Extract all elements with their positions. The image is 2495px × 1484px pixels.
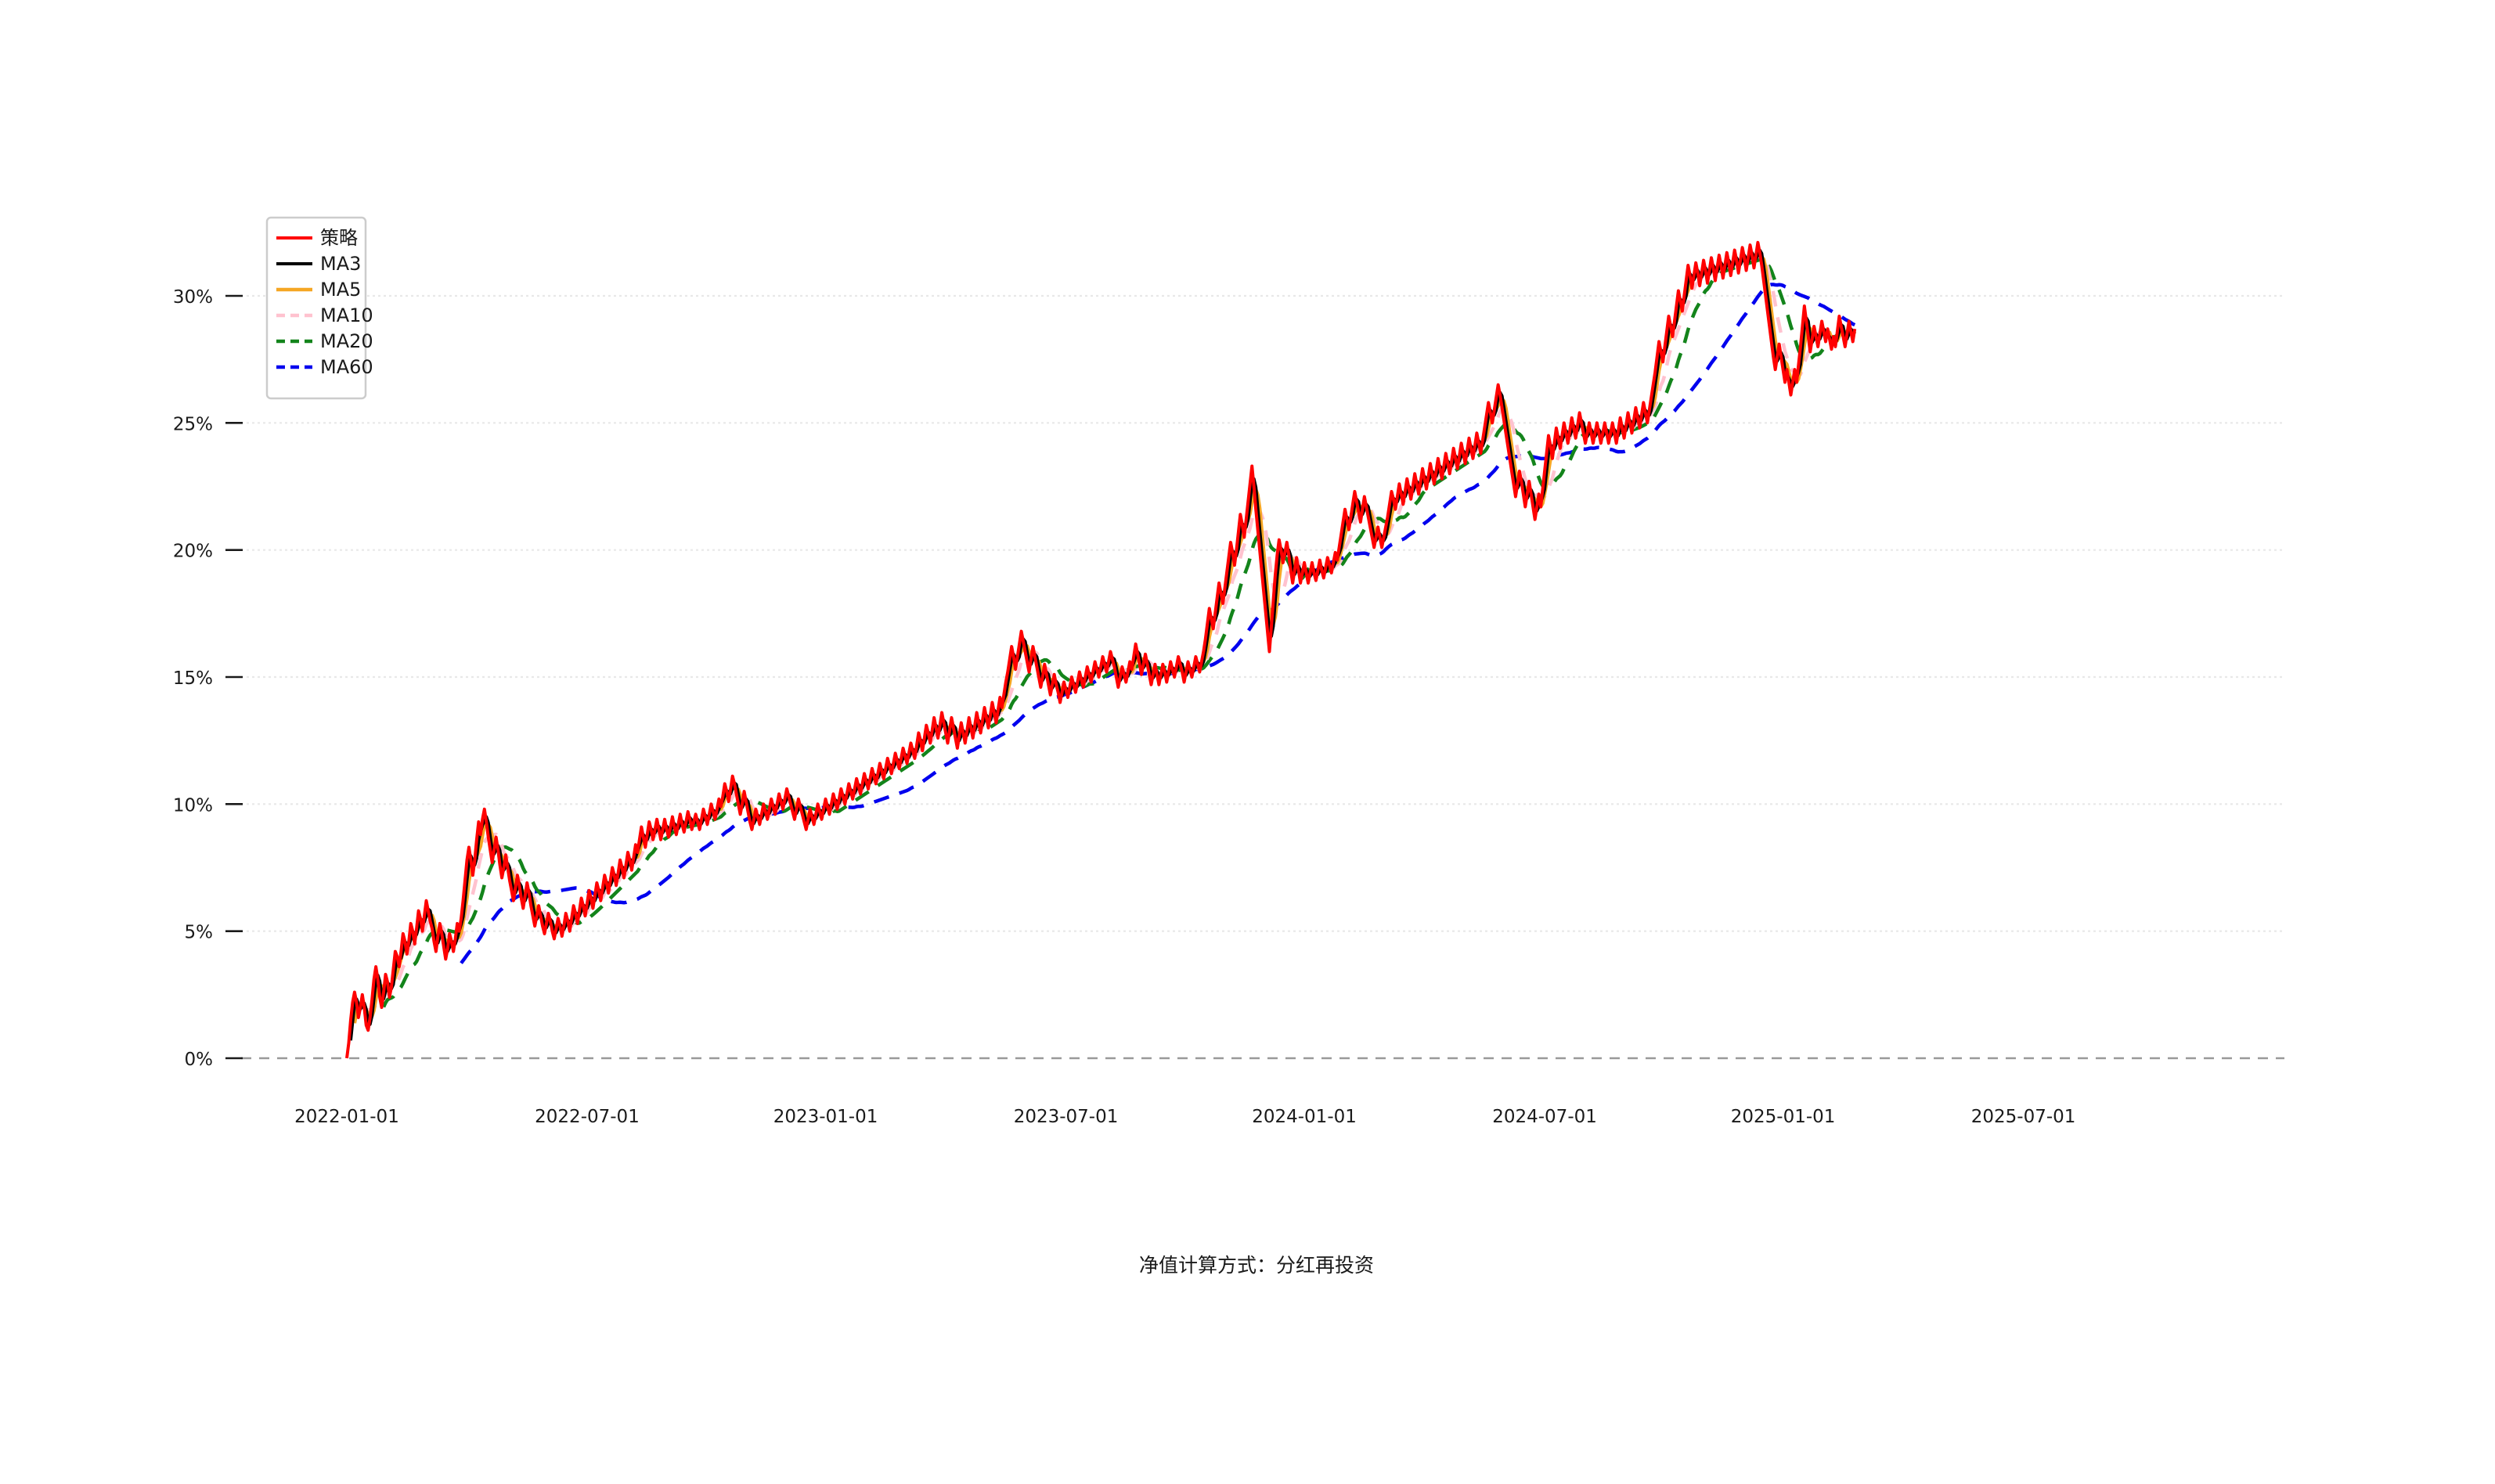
x-axis-tick-label: 2023-01-01 (773, 1107, 878, 1127)
footer-note: 净值计算方式：分红再投资 (1139, 1254, 1374, 1277)
y-axis-tick-label: 5% (185, 923, 214, 943)
series-line-MA60 (460, 283, 1856, 964)
x-axis-tick-label: 2024-01-01 (1252, 1107, 1357, 1127)
y-axis-tick-label: 0% (185, 1050, 214, 1070)
legend-label-MA5[interactable]: MA5 (320, 279, 361, 301)
x-axis-tick-label: 2022-01-01 (294, 1107, 399, 1127)
gridlines-group (241, 294, 2284, 932)
legend-label-策略[interactable]: 策略 (320, 227, 358, 249)
x-axis-group: 2022-01-01 2022-07-01 2023-01-01 2023-07-01… (294, 1107, 2075, 1127)
y-axis-tick-label: 20% (173, 542, 213, 562)
x-axis-tick-label: 2023-07-01 (1014, 1107, 1119, 1127)
series-group (345, 240, 1857, 1059)
y-axis-tick-label: 15% (173, 668, 213, 689)
legend-label-MA20[interactable]: MA20 (320, 330, 373, 352)
x-axis-tick-label: 2025-07-01 (1971, 1107, 2076, 1127)
legend-label-MA60[interactable]: MA60 (320, 356, 373, 378)
y-axis-group: 0% 5% 10% 15% 20% 25% 30% (173, 287, 243, 1070)
y-axis-tick-label: 25% (173, 414, 213, 434)
series-line-策略 (345, 240, 1857, 1059)
legend-label-MA3[interactable]: MA3 (320, 253, 361, 275)
x-axis-tick-label: 2024-07-01 (1492, 1107, 1597, 1127)
legend-group[interactable]: 策略 MA3 MA5 MA10 MA20 MA60 (265, 216, 373, 400)
legend-label-MA10[interactable]: MA10 (320, 304, 373, 326)
y-axis-tick-label: 10% (173, 795, 213, 816)
x-axis-tick-label: 2025-01-01 (1731, 1107, 1836, 1127)
x-axis-tick-label: 2022-07-01 (535, 1107, 640, 1127)
y-axis-tick-label: 30% (173, 287, 213, 308)
